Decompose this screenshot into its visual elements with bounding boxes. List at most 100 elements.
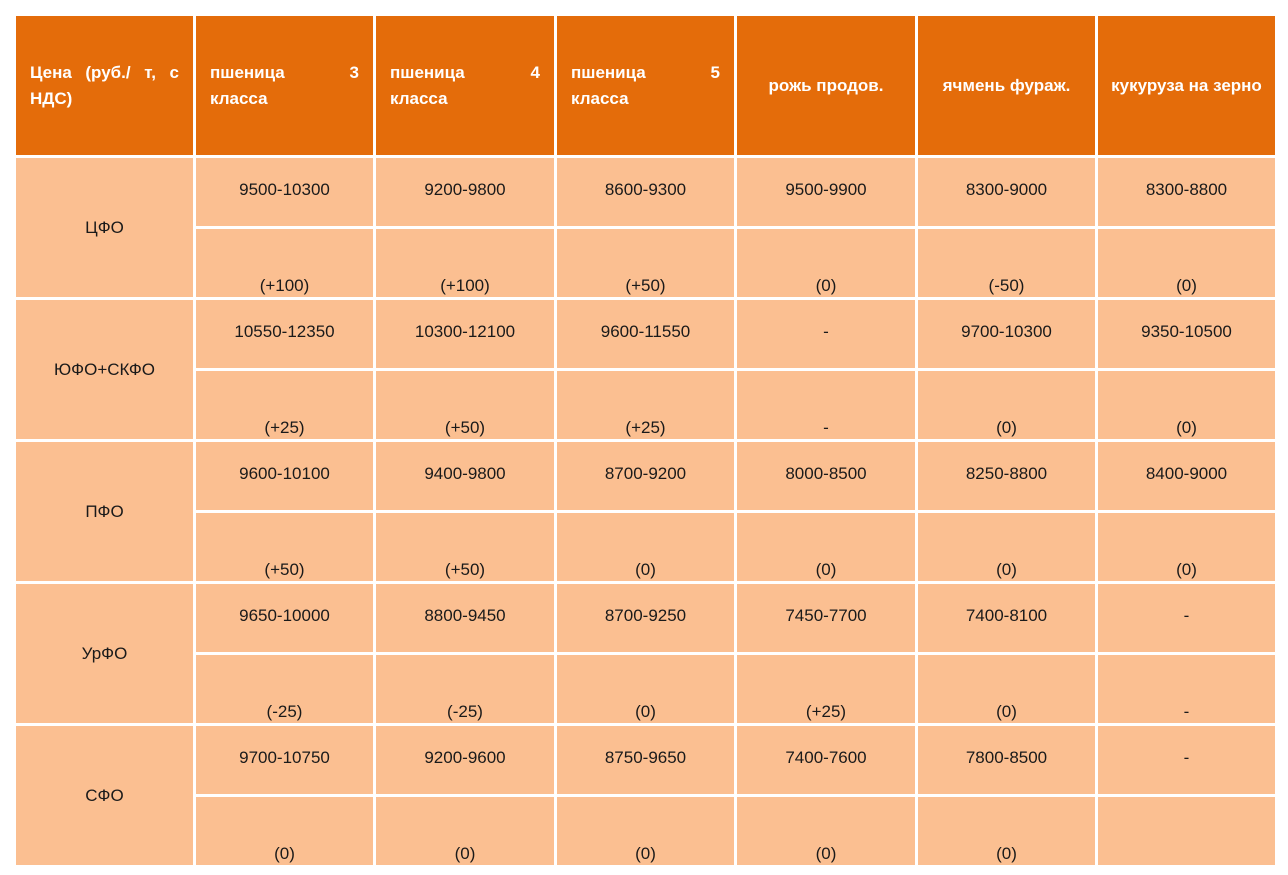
change-cell: (0) bbox=[554, 510, 737, 584]
change-value: (0) bbox=[996, 702, 1017, 721]
change-value: (+50) bbox=[625, 276, 666, 295]
change-value: (0) bbox=[1176, 276, 1197, 295]
table-row: (-25) (-25) (0) (+25) (0) - bbox=[15, 652, 1278, 726]
price-cell: 9650-10000 bbox=[193, 581, 376, 655]
change-cell: (-25) bbox=[193, 652, 376, 726]
price-cell: 9700-10300 bbox=[915, 297, 1098, 371]
change-value: (+25) bbox=[264, 418, 305, 437]
change-value: (+25) bbox=[625, 418, 666, 437]
price-cell: 10300-12100 bbox=[373, 297, 557, 371]
price-cell: 8000-8500 bbox=[734, 439, 918, 513]
change-value: (0) bbox=[815, 560, 837, 579]
change-cell: (0) bbox=[734, 510, 918, 584]
change-cell: (+25) bbox=[554, 368, 737, 442]
change-value: (0) bbox=[635, 844, 656, 863]
price-cell: 9200-9800 bbox=[373, 155, 557, 229]
change-cell: (0) bbox=[554, 652, 737, 726]
price-cell: 9600-10100 bbox=[193, 439, 376, 513]
change-value: (+50) bbox=[444, 418, 486, 437]
change-value: (0) bbox=[1176, 560, 1197, 579]
header-wheat-class-4: пшеница 4 класса bbox=[373, 13, 557, 158]
table-row: ПФО 9600-10100 9400-9800 8700-9200 8000-… bbox=[13, 439, 1278, 584]
change-cell: (+100) bbox=[373, 226, 557, 300]
change-cell: (0) bbox=[915, 794, 1098, 868]
change-value: (+50) bbox=[444, 560, 486, 579]
table-row: (0) (0) (0) (0) (0) bbox=[15, 794, 1278, 868]
price-cell: - bbox=[734, 297, 918, 371]
change-value: (+25) bbox=[805, 702, 847, 721]
header-grain-corn: кукуруза на зерно bbox=[1095, 13, 1278, 158]
price-cell: 8800-9450 bbox=[373, 581, 557, 655]
change-value: - bbox=[823, 418, 829, 437]
header-food-rye: рожь продов. bbox=[734, 13, 918, 158]
change-cell: (-25) bbox=[373, 652, 557, 726]
price-cell: 9500-10300 bbox=[193, 155, 376, 229]
change-value: (0) bbox=[454, 844, 476, 863]
change-value: (+100) bbox=[440, 276, 490, 295]
change-cell: (0) bbox=[1095, 368, 1278, 442]
change-cell: (+100) bbox=[193, 226, 376, 300]
change-cell: (+50) bbox=[193, 510, 376, 584]
price-cell: 8300-8800 bbox=[1095, 155, 1278, 229]
change-value: - bbox=[1183, 702, 1190, 721]
price-cell: 7400-7600 bbox=[734, 723, 918, 797]
change-value: (0) bbox=[635, 560, 656, 579]
header-row: Цена (руб./ т, с НДС) пшеница 3 класса п… bbox=[13, 13, 1278, 158]
change-value: (+50) bbox=[264, 560, 305, 579]
table-row: (+50) (+50) (0) (0) (0) (0) bbox=[15, 510, 1278, 584]
price-cell: 10550-12350 bbox=[193, 297, 376, 371]
region-name: СФО bbox=[13, 723, 196, 868]
price-cell: 7450-7700 bbox=[734, 581, 918, 655]
change-value: (0) bbox=[815, 844, 837, 863]
change-cell bbox=[1095, 794, 1278, 868]
region-name: ПФО bbox=[13, 439, 196, 584]
price-cell: 8400-9000 bbox=[1095, 439, 1278, 513]
change-cell: (0) bbox=[554, 794, 737, 868]
change-value: (0) bbox=[996, 560, 1017, 579]
change-cell: (0) bbox=[1095, 510, 1278, 584]
table-row: ЦФО 9500-10300 9200-9800 8600-9300 9500-… bbox=[13, 155, 1278, 300]
change-cell: (0) bbox=[915, 652, 1098, 726]
price-cell: 9400-9800 bbox=[373, 439, 557, 513]
change-cell: - bbox=[1095, 652, 1278, 726]
change-value: (0) bbox=[274, 844, 295, 863]
change-cell: (0) bbox=[373, 794, 557, 868]
price-cell: 9700-10750 bbox=[193, 723, 376, 797]
price-cell: - bbox=[1095, 581, 1278, 655]
table-row: ЮФО+СКФО 10550-12350 10300-12100 9600-11… bbox=[13, 297, 1278, 442]
change-value: (0) bbox=[996, 844, 1017, 863]
price-cell: 9200-9600 bbox=[373, 723, 557, 797]
price-cell: 8700-9250 bbox=[554, 581, 737, 655]
change-cell: (-50) bbox=[915, 226, 1098, 300]
change-cell: (0) bbox=[1095, 226, 1278, 300]
table-row: СФО 9700-10750 9200-9600 8750-9650 7400-… bbox=[13, 723, 1278, 868]
price-cell: - bbox=[1095, 723, 1278, 797]
change-cell: (+25) bbox=[734, 652, 918, 726]
change-cell: (0) bbox=[915, 510, 1098, 584]
region-name: УрФО bbox=[13, 581, 196, 726]
price-cell: 7400-8100 bbox=[915, 581, 1098, 655]
change-cell: (0) bbox=[193, 794, 376, 868]
region-name: ЮФО+СКФО bbox=[13, 297, 196, 442]
header-wheat-class-3: пшеница 3 класса bbox=[193, 13, 376, 158]
header-price-unit: Цена (руб./ т, с НДС) bbox=[13, 13, 196, 158]
header-feed-barley: ячмень фураж. bbox=[915, 13, 1098, 158]
price-cell: 8600-9300 bbox=[554, 155, 737, 229]
change-value: (0) bbox=[996, 418, 1017, 437]
table-row: (+100) (+100) (+50) (0) (-50) (0) bbox=[15, 226, 1278, 300]
change-value: (0) bbox=[1176, 418, 1197, 437]
price-cell: 9350-10500 bbox=[1095, 297, 1278, 371]
change-value: (0) bbox=[815, 276, 837, 295]
change-value: (+100) bbox=[259, 276, 310, 295]
price-cell: 7800-8500 bbox=[915, 723, 1098, 797]
table-row: УрФО 9650-10000 8800-9450 8700-9250 7450… bbox=[13, 581, 1278, 726]
price-cell: 8250-8800 bbox=[915, 439, 1098, 513]
change-cell: - bbox=[734, 368, 918, 442]
price-cell: 9500-9900 bbox=[734, 155, 918, 229]
change-cell: (+25) bbox=[193, 368, 376, 442]
change-cell: (+50) bbox=[373, 368, 557, 442]
header-wheat-class-5: пшеница 5 класса bbox=[554, 13, 737, 158]
change-cell: (+50) bbox=[554, 226, 737, 300]
change-cell: (+50) bbox=[373, 510, 557, 584]
change-cell: (0) bbox=[734, 794, 918, 868]
